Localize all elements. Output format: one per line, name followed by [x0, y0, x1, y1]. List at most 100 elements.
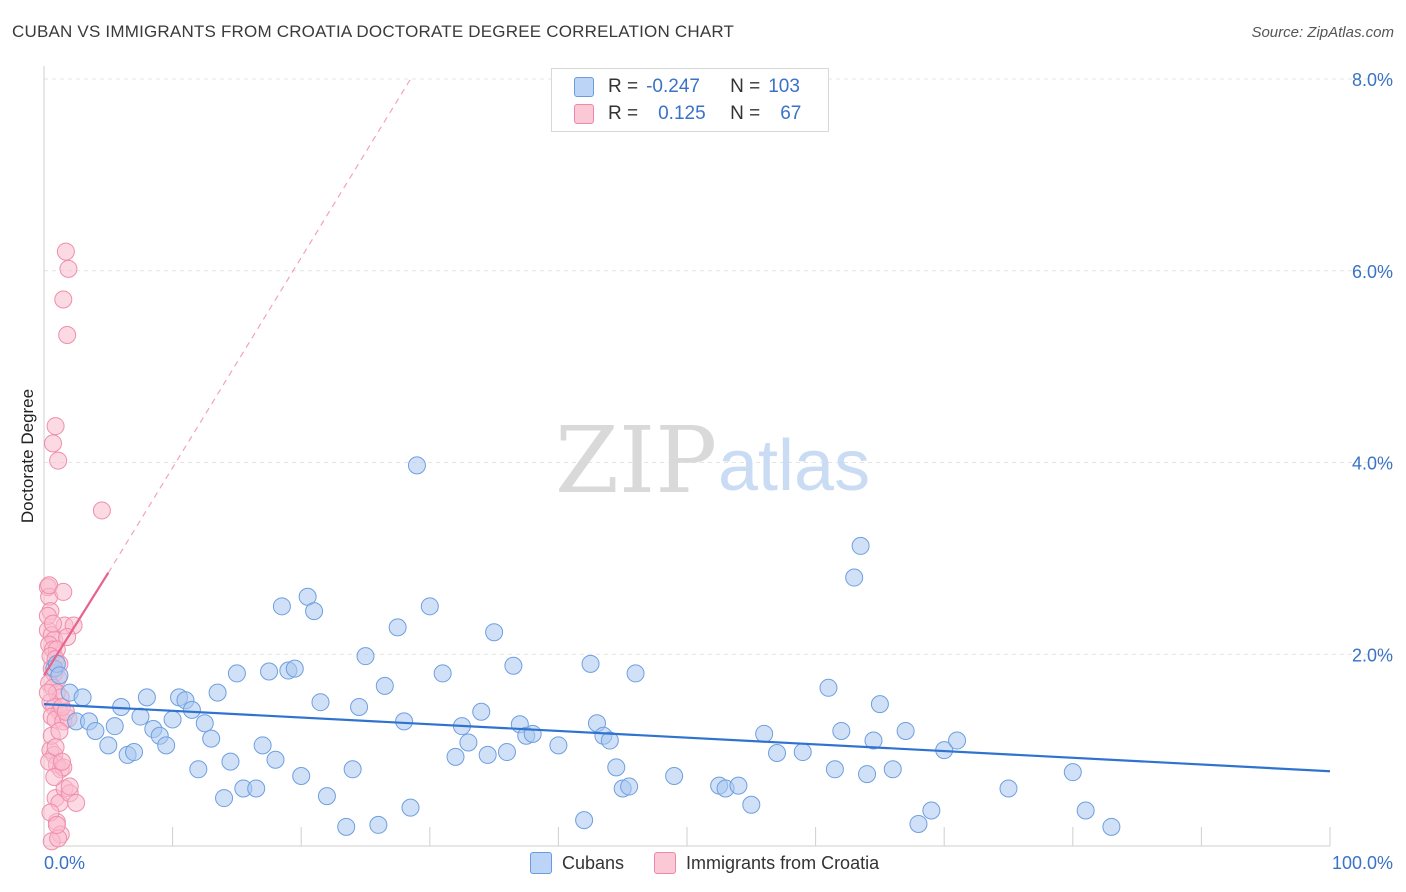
croatia-trend-line [43, 572, 110, 676]
grid-lines [44, 78, 1392, 655]
cuban-point [253, 736, 272, 755]
croatia-point [49, 451, 68, 470]
cuban-point [305, 602, 324, 621]
chart-title: CUBAN VS IMMIGRANTS FROM CROATIA DOCTORA… [12, 22, 735, 41]
y-tick-label: 8.0% [1352, 70, 1393, 90]
croatia-point [50, 721, 69, 740]
cuban-point [247, 779, 266, 798]
cuban-point [189, 760, 208, 779]
cuban-point [581, 654, 600, 673]
cuban-point [497, 743, 516, 762]
cuban-point [909, 814, 928, 833]
croatia-point [54, 582, 73, 601]
cuban-point [86, 721, 105, 740]
cuban-points [45, 456, 1121, 836]
cuban-point [504, 656, 523, 675]
cuban-point [883, 760, 902, 779]
n-value: 103 [768, 76, 800, 97]
croatia-point [46, 417, 65, 436]
cubans-trend-line [43, 703, 1331, 773]
cuban-point [285, 659, 304, 678]
cuban-point [317, 787, 336, 806]
cuban-point [472, 702, 491, 721]
cuban-point [665, 767, 684, 786]
croatia-point [56, 242, 75, 261]
n-label: N = [730, 103, 761, 124]
cuban-point [195, 714, 214, 733]
cuban-point [369, 815, 388, 834]
x-tick-label: 100.0% [1332, 853, 1393, 873]
cuban-point [50, 666, 69, 685]
cuban-point [337, 817, 356, 836]
legend-item-cubans[interactable]: Cubans [530, 852, 624, 874]
y-axis-label: Doctorate Degree [18, 389, 37, 523]
source-label: Source: ZipAtlas.com [1251, 24, 1394, 41]
tick-labels: 2.0% 4.0% 6.0% 8.0% 0.0% 100.0% [44, 70, 1393, 873]
cuban-point [549, 736, 568, 755]
x-tick-label: 0.0% [44, 853, 85, 873]
cuban-point [478, 745, 497, 764]
croatia-point [60, 777, 79, 796]
trend-lines [43, 78, 1331, 773]
croatia-point [54, 290, 73, 309]
cuban-point [227, 664, 246, 683]
cuban-point [388, 618, 407, 637]
n-value: 67 [780, 103, 802, 124]
cuban-point [832, 721, 851, 740]
cuban-point [851, 536, 870, 555]
cuban-point [755, 724, 774, 743]
cuban-point [922, 801, 941, 820]
cuban-point [825, 760, 844, 779]
watermark-zip: ZIP [555, 407, 717, 514]
cuban-point [607, 758, 626, 777]
r-value: 0.125 [658, 103, 706, 124]
croatia-point [45, 767, 64, 786]
cuban-point [523, 724, 542, 743]
y-tick-label: 4.0% [1352, 454, 1393, 474]
croatia-point [44, 434, 63, 453]
cuban-point [858, 765, 877, 784]
cuban-point [793, 743, 812, 762]
cuban-point [343, 760, 362, 779]
cuban-point [105, 717, 124, 736]
cuban-point [768, 744, 787, 763]
cuban-point [99, 736, 118, 755]
legend-label-croatia: Immigrants from Croatia [686, 852, 880, 873]
y-tick-label: 2.0% [1352, 645, 1393, 665]
cuban-point [375, 676, 394, 695]
correlation-legend: R = -0.247 N = 103 R = 0.125 N = 67 [551, 68, 829, 132]
cuban-point [208, 683, 227, 702]
cuban-point [73, 688, 92, 707]
cuban-point [948, 731, 967, 750]
y-tick-label: 6.0% [1352, 262, 1393, 282]
cuban-point [266, 750, 285, 769]
cuban-point [1063, 763, 1082, 782]
croatia-point [92, 501, 111, 520]
croatia-point [53, 752, 72, 771]
croatia-point [67, 793, 86, 812]
legend-item-croatia[interactable]: Immigrants from Croatia [654, 852, 879, 874]
cuban-point [395, 712, 414, 731]
axes [43, 66, 1331, 847]
cuban-point [864, 731, 883, 750]
cuban-point [433, 664, 452, 683]
cuban-point [202, 729, 221, 748]
cuban-point [575, 811, 594, 830]
croatia-point [44, 614, 63, 633]
cuban-point [870, 695, 889, 714]
croatia-point [58, 325, 77, 344]
cuban-point [221, 752, 240, 771]
n-label: N = [730, 76, 761, 97]
cuban-point [600, 731, 619, 750]
cuban-point [742, 795, 761, 814]
croatia-point [38, 683, 57, 702]
croatia-point [47, 815, 66, 834]
cubans-swatch [530, 852, 552, 874]
cuban-point [137, 688, 156, 707]
cuban-point [350, 697, 369, 716]
cuban-point [1102, 817, 1121, 836]
cuban-point [446, 747, 465, 766]
cuban-point [131, 707, 150, 726]
cuban-point [157, 736, 176, 755]
cuban-point [420, 597, 439, 616]
